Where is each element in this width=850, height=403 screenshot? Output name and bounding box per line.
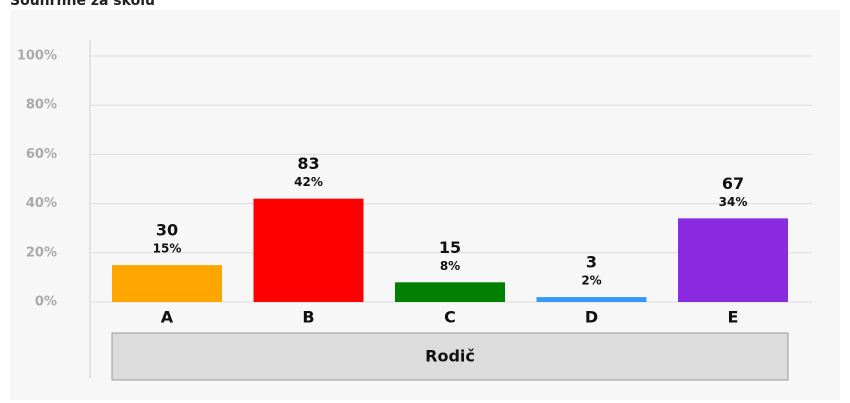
value-label: 42% [294, 175, 323, 189]
count-label: 67 [722, 174, 744, 193]
y-tick-label: 40% [26, 196, 57, 211]
value-label: 15% [153, 242, 182, 256]
y-tick-label: 100% [17, 49, 57, 64]
x-tick-label: A [161, 308, 174, 327]
bar [253, 198, 364, 302]
bar [536, 297, 647, 302]
count-label: 83 [297, 154, 319, 173]
group-box [111, 332, 789, 381]
count-label: 3 [586, 253, 597, 272]
bar [395, 282, 505, 302]
value-label: 34% [719, 195, 748, 209]
value-label: 8% [440, 259, 460, 273]
y-tick-label: 0% [35, 295, 57, 310]
x-tick-label: D [585, 308, 598, 327]
bar [678, 218, 788, 302]
chart-title: Souhrnně za školu [10, 0, 155, 9]
count-label: 30 [156, 221, 178, 240]
x-tick-label: C [444, 308, 456, 327]
x-tick-label: B [302, 308, 314, 327]
value-label: 2% [581, 274, 601, 288]
bar [112, 265, 222, 302]
group-label: Rodič [425, 347, 475, 366]
y-tick-label: 80% [26, 98, 57, 113]
count-label: 15 [439, 238, 461, 257]
x-tick-label: E [728, 308, 739, 327]
y-tick-label: 20% [26, 245, 57, 260]
y-tick-label: 60% [26, 147, 57, 162]
